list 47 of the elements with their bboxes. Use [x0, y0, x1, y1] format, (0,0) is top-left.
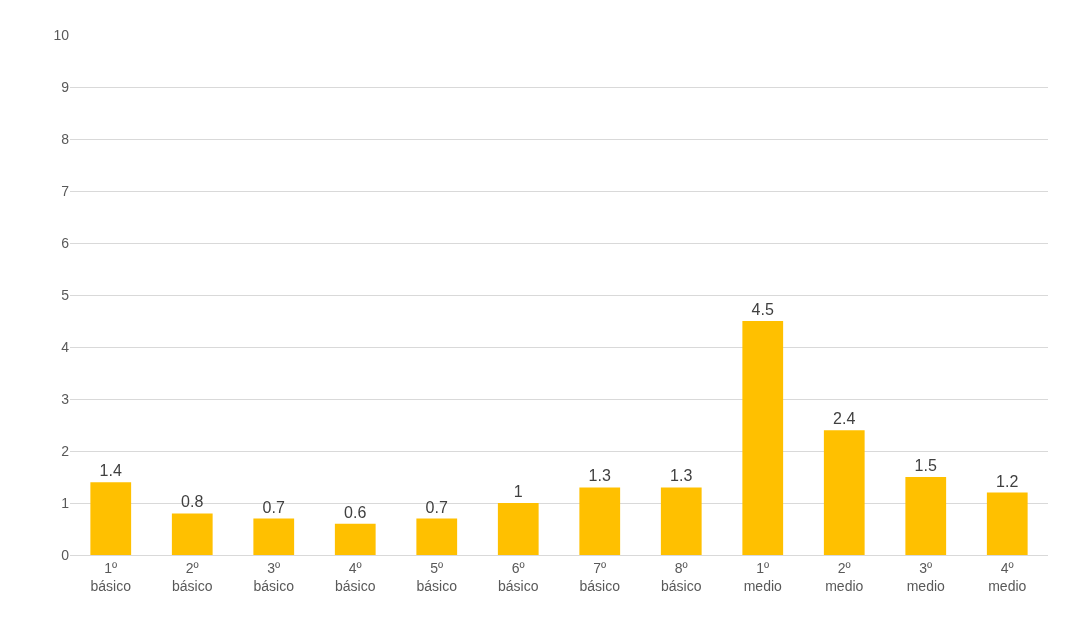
data-label: 1.2 — [996, 472, 1019, 490]
data-label: 1.4 — [99, 462, 122, 480]
bar — [986, 492, 1028, 555]
x-tick-label: 4º medio — [988, 559, 1027, 594]
y-tick-label: 10 — [53, 26, 70, 43]
x-tick-label: 7º básico — [579, 559, 621, 594]
x-tick-label: 3º básico — [253, 559, 295, 594]
y-tick-label: 0 — [61, 546, 70, 563]
data-label: 0.7 — [425, 498, 448, 516]
bar — [905, 477, 947, 555]
bar — [90, 482, 132, 555]
x-tick-label: 5º básico — [416, 559, 458, 594]
y-tick-label: 5 — [61, 286, 70, 303]
bar — [171, 513, 213, 555]
y-tick-label: 6 — [61, 234, 70, 251]
y-tick-label: 3 — [61, 390, 70, 407]
y-tick-label: 8 — [61, 130, 70, 147]
x-tick-label: 3º medio — [906, 559, 946, 594]
data-label: 0.7 — [262, 498, 285, 516]
y-tick-label: 9 — [61, 78, 70, 95]
x-tick-label: 2º medio — [825, 559, 864, 594]
bar — [416, 518, 458, 555]
bar — [334, 523, 376, 555]
data-label: 1.3 — [670, 467, 693, 485]
y-tick-label: 1 — [61, 494, 70, 511]
data-label: 4.5 — [751, 301, 774, 318]
data-label: 0.8 — [181, 493, 204, 511]
bar — [823, 430, 865, 555]
bar — [579, 487, 621, 555]
y-tick-label: 4 — [61, 338, 70, 355]
data-label: 1 — [513, 483, 523, 500]
data-label: 2.4 — [833, 410, 856, 428]
y-tick-label: 2 — [61, 442, 70, 459]
bar — [497, 503, 539, 555]
y-tick-label: 7 — [61, 182, 70, 199]
data-label: 1.3 — [588, 467, 611, 485]
bar — [660, 487, 702, 555]
x-tick-label: 4º básico — [335, 559, 376, 594]
bar — [742, 321, 784, 555]
x-tick-label: 6º básico — [498, 559, 539, 594]
x-tick-label: 2º básico — [172, 559, 213, 594]
x-tick-label: 8º básico — [661, 559, 702, 594]
data-label: 1.5 — [914, 457, 937, 474]
x-tick-label: 1º básico — [90, 559, 132, 594]
data-label: 0.6 — [344, 503, 367, 521]
x-tick-label: 1º medio — [743, 559, 783, 594]
bar — [253, 518, 295, 555]
